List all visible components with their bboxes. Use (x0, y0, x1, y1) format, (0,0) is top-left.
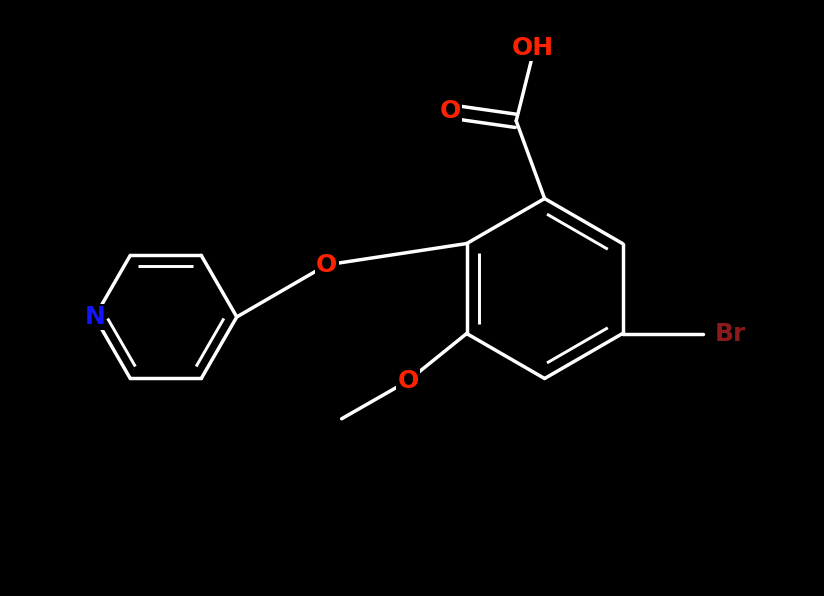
Text: OH: OH (513, 36, 555, 60)
Text: O: O (316, 253, 337, 277)
Text: O: O (439, 100, 461, 123)
Text: N: N (84, 305, 105, 329)
Text: Br: Br (714, 321, 746, 346)
Text: O: O (397, 369, 419, 393)
